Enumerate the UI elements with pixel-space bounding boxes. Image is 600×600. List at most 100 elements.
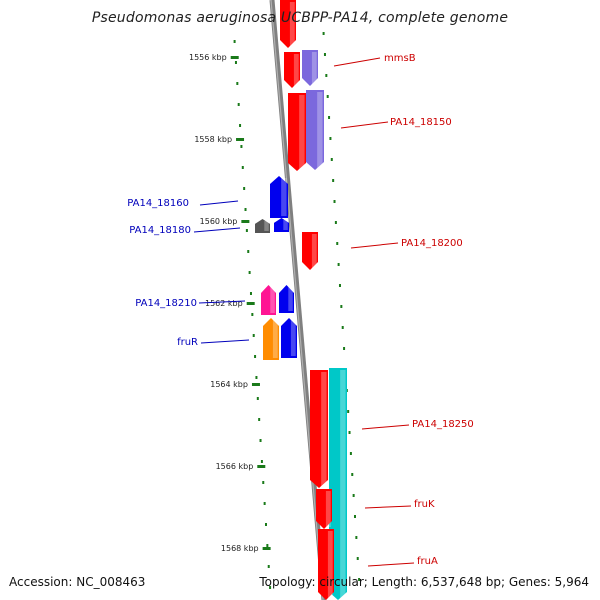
gene-feature-shine bbox=[290, 320, 296, 356]
gene-feature bbox=[274, 218, 289, 232]
gene-label-leader bbox=[361, 424, 410, 430]
genome-summary-text: Topology: circular; Length: 6,537,648 bp… bbox=[259, 575, 589, 589]
inner-tick-dot bbox=[249, 292, 252, 295]
outer-tick-dot bbox=[358, 578, 361, 581]
outer-tick-dot bbox=[329, 137, 332, 140]
major-tick bbox=[251, 383, 260, 386]
gene-feature bbox=[302, 232, 318, 270]
gene-label-leader bbox=[200, 339, 250, 344]
outer-tick-dot bbox=[351, 473, 354, 476]
outer-tick-dot bbox=[353, 515, 356, 518]
inner-tick-dot bbox=[254, 355, 257, 358]
gene-label: PA14_18150 bbox=[390, 117, 452, 128]
outer-tick-dot bbox=[352, 494, 355, 497]
gene-label: mmsB bbox=[384, 53, 416, 64]
gene-feature bbox=[288, 93, 306, 171]
gene-feature bbox=[316, 489, 332, 529]
outer-tick-dot bbox=[349, 452, 352, 455]
gene-feature-shine bbox=[270, 287, 275, 313]
outer-tick-dot bbox=[341, 326, 344, 329]
gene-feature bbox=[280, 0, 296, 48]
gene-feature-shine bbox=[283, 220, 288, 230]
gene-feature-shine bbox=[311, 234, 317, 268]
tick-label: 1568 kbp bbox=[221, 544, 259, 553]
genome-backbone-highlight bbox=[270, 0, 324, 600]
inner-tick-dot bbox=[266, 544, 269, 547]
gene-feature-shine bbox=[327, 531, 333, 598]
tick-label: 1556 kbp bbox=[189, 53, 227, 62]
outer-tick-dot bbox=[330, 158, 333, 161]
inner-tick-dot bbox=[264, 523, 267, 526]
accession-text: Accession: NC_008463 bbox=[9, 575, 146, 589]
gene-label-leader bbox=[198, 300, 246, 304]
gene-feature bbox=[270, 176, 288, 218]
major-tick bbox=[236, 138, 245, 141]
tick-label: 1566 kbp bbox=[216, 462, 254, 471]
gene-label: PA14_18250 bbox=[412, 419, 474, 430]
inner-tick-dot bbox=[267, 565, 270, 568]
gene-feature-shine bbox=[325, 491, 331, 527]
outer-tick-dot bbox=[332, 179, 335, 182]
inner-tick-dot bbox=[255, 376, 258, 379]
tick-label: 1560 kbp bbox=[200, 217, 238, 226]
inner-tick-dot bbox=[258, 418, 261, 421]
inner-tick-dot bbox=[240, 145, 243, 148]
outer-tick-dot bbox=[325, 74, 328, 77]
gene-feature-shine bbox=[340, 370, 346, 598]
inner-tick-dot bbox=[260, 460, 263, 463]
gene-label-leader bbox=[193, 227, 241, 233]
inner-tick-dot bbox=[262, 481, 265, 484]
gene-label-leader bbox=[350, 242, 399, 249]
gene-label-leader bbox=[364, 505, 412, 509]
gene-feature bbox=[263, 318, 279, 360]
gene-feature bbox=[318, 529, 334, 600]
outer-tick-dot bbox=[328, 116, 331, 119]
gene-feature-shine bbox=[317, 92, 323, 168]
gene-feature bbox=[255, 219, 270, 233]
major-tick bbox=[262, 547, 271, 550]
gene-feature-shine bbox=[272, 320, 278, 358]
gene-label: PA14_18210 bbox=[135, 298, 197, 309]
inner-tick-dot bbox=[236, 82, 239, 85]
gene-label: PA14_18200 bbox=[401, 238, 463, 249]
gene-feature bbox=[261, 285, 276, 315]
gene-label: fruR bbox=[177, 337, 198, 348]
gene-feature bbox=[279, 285, 294, 313]
gene-feature-shine bbox=[311, 52, 317, 84]
inner-tick-dot bbox=[252, 334, 255, 337]
inner-tick-dot bbox=[256, 397, 259, 400]
gene-feature-shine bbox=[293, 54, 299, 86]
outer-tick-dot bbox=[338, 284, 341, 287]
outer-tick-dot bbox=[355, 536, 358, 539]
outer-tick-dot bbox=[336, 242, 339, 245]
inner-tick-dot bbox=[251, 313, 254, 316]
inner-tick-dot bbox=[263, 502, 266, 505]
inner-tick-dot bbox=[247, 250, 250, 253]
gene-label: PA14_18180 bbox=[129, 225, 191, 236]
gene-feature bbox=[302, 50, 318, 86]
gene-feature bbox=[306, 90, 324, 170]
gene-label-leader bbox=[367, 562, 415, 567]
outer-tick-dot bbox=[347, 410, 350, 413]
tick-label: 1564 kbp bbox=[210, 380, 248, 389]
inner-tick-dot bbox=[234, 61, 237, 64]
major-tick bbox=[241, 220, 250, 223]
outer-tick-dot bbox=[343, 347, 346, 350]
outer-tick-dot bbox=[348, 431, 351, 434]
inner-tick-dot bbox=[243, 187, 246, 190]
gene-feature-shine bbox=[288, 287, 293, 311]
gene-label-leader bbox=[199, 200, 239, 206]
tick-label: 1558 kbp bbox=[194, 135, 232, 144]
gene-label: fruA bbox=[417, 556, 438, 567]
outer-tick-dot bbox=[334, 221, 337, 224]
major-tick bbox=[246, 302, 255, 305]
inner-tick-dot bbox=[269, 586, 272, 589]
major-tick bbox=[257, 465, 266, 468]
outer-tick-dot bbox=[326, 95, 329, 98]
gene-feature-shine bbox=[289, 2, 295, 46]
outer-tick-dot bbox=[333, 200, 336, 203]
gene-label: PA14_18160 bbox=[127, 198, 189, 209]
gene-feature-shine bbox=[264, 221, 269, 231]
major-tick bbox=[230, 56, 239, 59]
